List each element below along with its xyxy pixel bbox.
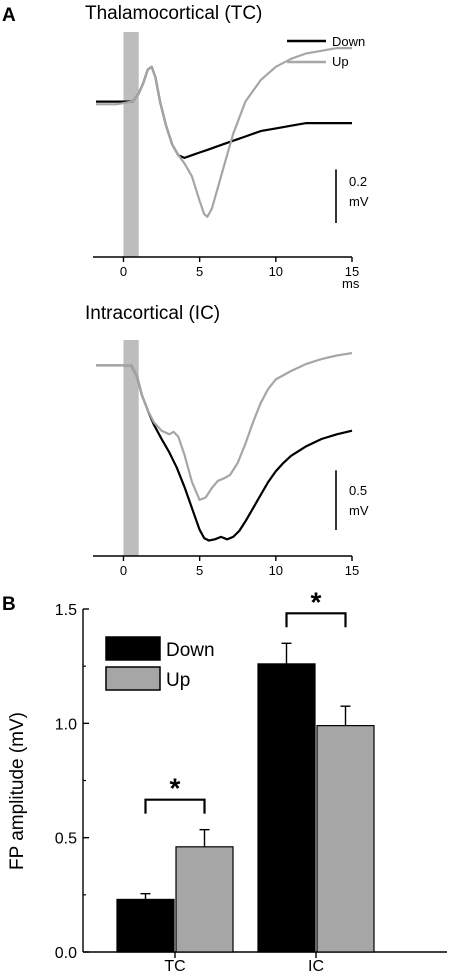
bar-marks <box>116 663 375 953</box>
tc-x-axis: 0 5 10 15 <box>93 256 359 279</box>
ic-trace-panel: Intracortical (IC) 0 5 10 15 0.5 mV <box>85 303 369 578</box>
legend-label-up: Up <box>166 670 190 691</box>
significance-bracket <box>285 612 347 628</box>
tc-scale-bar-unit: mV <box>349 194 369 209</box>
ic-scale-bar-unit: mV <box>349 503 369 518</box>
bar-up-ic <box>316 725 375 953</box>
x-tick-label: 0 <box>120 563 127 578</box>
ic-trace-title: Intracortical (IC) <box>85 303 220 324</box>
y-tick-label: 1.0 <box>55 716 77 733</box>
tc-trace-title: Thalamocortical (TC) <box>85 3 262 24</box>
x-tick-label: 10 <box>269 264 283 279</box>
y-tick-label: 1.5 <box>55 602 77 619</box>
bar-down-tc <box>116 898 175 953</box>
tc-x-unit-label: ms <box>342 276 360 291</box>
category-label: IC <box>308 958 324 975</box>
tc-scale-bar-value: 0.2 <box>349 174 367 189</box>
significance-brackets: ** <box>144 586 347 814</box>
significance-star: * <box>170 773 181 804</box>
y-tick-label: 0.5 <box>55 831 77 848</box>
x-tick-label: 15 <box>345 264 359 279</box>
bar-chart-panel: FP amplitude (mV) 0.0 0.5 1.0 1.5 TC2-10 ms… <box>7 586 447 978</box>
bar-error-bars <box>140 642 351 900</box>
category-label: TC <box>164 958 185 975</box>
x-tick-label: 5 <box>196 264 203 279</box>
significance-star: * <box>311 586 322 617</box>
legend-label-down: Down <box>332 34 365 49</box>
ic-trace-up <box>96 352 353 501</box>
significance-bracket <box>144 798 206 814</box>
x-tick-label: 5 <box>196 563 203 578</box>
tc-trace-panel: Thalamocortical (TC) 0 5 10 15 ms 0.2 mV Do… <box>85 3 369 291</box>
category-sublabel: 3-10 ms <box>293 975 340 978</box>
panel-a-letter: A <box>2 5 16 26</box>
legend-swatch-up <box>105 666 161 691</box>
category-sublabel: 2-10 ms <box>152 975 199 978</box>
bar-down-ic <box>257 663 316 953</box>
legend-label-up: Up <box>332 54 349 69</box>
x-tick-label: 15 <box>345 563 359 578</box>
bar-y-axis-label: FP amplitude (mV) <box>7 712 28 870</box>
panel-b-letter: B <box>2 594 16 615</box>
ic-x-axis: 0 5 10 15 <box>93 555 359 578</box>
y-tick-label: 0.0 <box>55 945 77 962</box>
bar-up-tc <box>175 846 234 953</box>
legend-swatch-down <box>105 636 161 661</box>
bar-x-axis: TC2-10 ms IC3-10 ms <box>83 951 447 978</box>
bar-y-axis: 0.0 0.5 1.0 1.5 <box>55 602 89 962</box>
tc-trace-up <box>96 46 352 218</box>
x-tick-label: 0 <box>120 264 127 279</box>
tc-legend: Down Up <box>287 34 365 69</box>
x-tick-label: 10 <box>269 563 283 578</box>
bar-legend: Down Up <box>105 636 215 691</box>
ic-scale-bar-value: 0.5 <box>349 483 367 498</box>
ic-stimulus-band <box>123 340 139 556</box>
legend-label-down: Down <box>166 640 215 661</box>
tc-stimulus-band <box>123 32 139 257</box>
